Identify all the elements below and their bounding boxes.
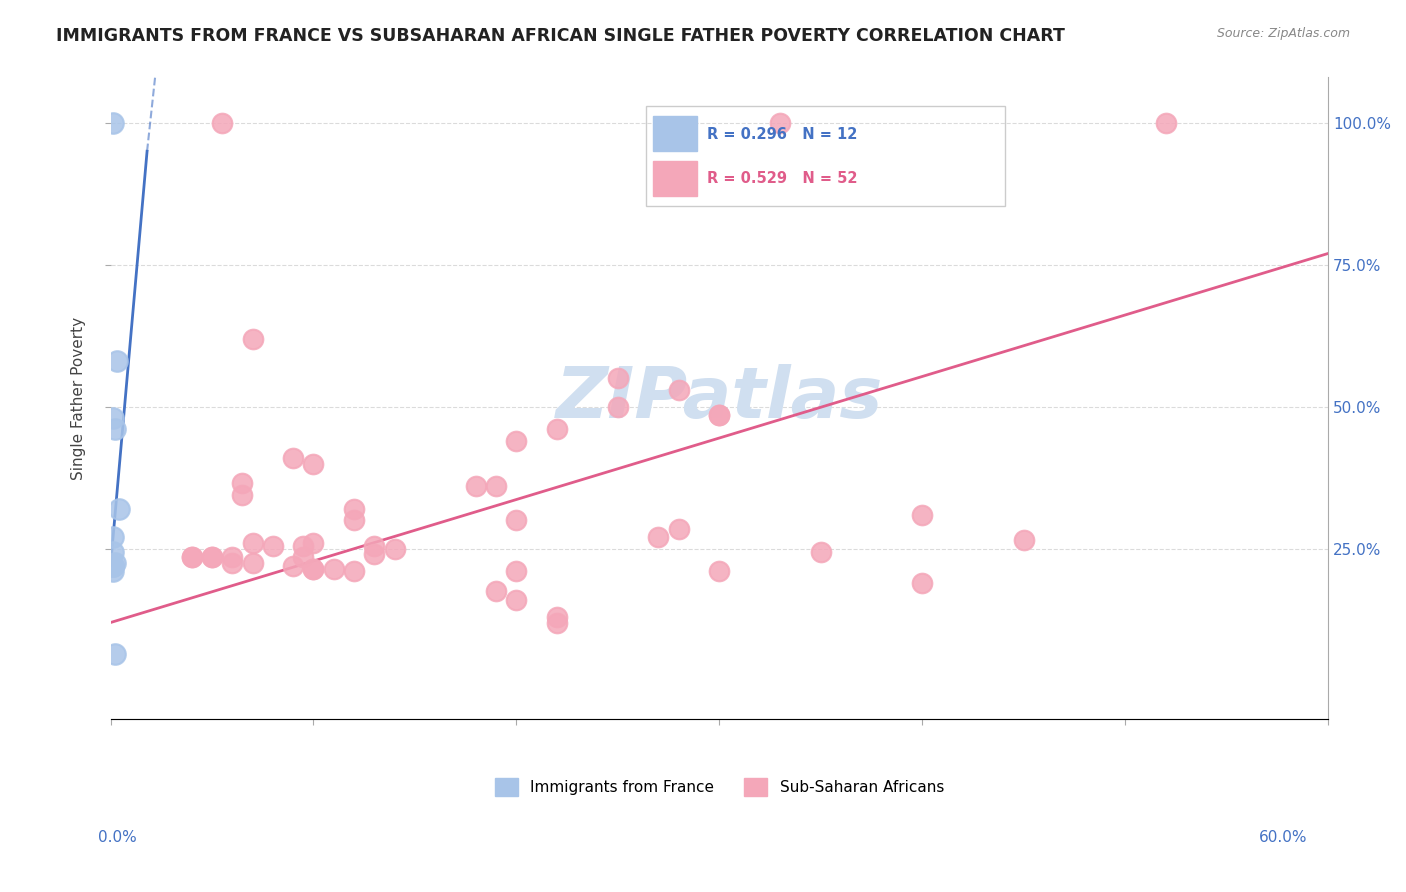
Point [104,556,127,570]
Point [464,479,486,493]
Point [302,561,325,575]
Point [221,550,243,565]
Point [810,544,832,558]
Point [363,539,385,553]
Text: IMMIGRANTS FROM FRANCE VS SUBSAHARAN AFRICAN SINGLE FATHER POVERTY CORRELATION C: IMMIGRANTS FROM FRANCE VS SUBSAHARAN AFR… [56,27,1066,45]
Point [647,530,669,544]
Point [101,411,124,425]
Point [101,565,124,579]
Point [911,575,934,590]
Point [1154,116,1177,130]
Point [231,476,253,491]
Point [104,422,127,436]
Point [242,332,264,346]
Text: Source: ZipAtlas.com: Source: ZipAtlas.com [1216,27,1350,40]
Text: 0.0%: 0.0% [98,830,138,845]
Point [546,615,568,630]
Point [546,610,568,624]
Point [505,434,527,448]
Point [211,116,233,130]
Point [485,584,508,599]
Point [302,561,325,575]
Point [180,550,202,565]
Point [101,530,124,544]
Point [101,558,124,573]
Text: 60.0%: 60.0% [1260,830,1308,845]
Point [101,544,124,558]
Point [363,548,385,562]
Point [104,647,127,661]
Point [709,409,731,423]
Point [201,550,224,565]
Point [384,541,406,556]
Point [709,409,731,423]
Point [242,536,264,550]
Point [505,592,527,607]
Point [1012,533,1035,548]
Point [505,513,527,527]
Point [302,536,325,550]
Point [606,400,628,414]
Text: ZIPatlas: ZIPatlas [555,364,883,433]
Point [668,383,690,397]
Point [283,450,305,465]
Point [180,550,202,565]
Point [283,558,305,573]
Point [101,558,124,573]
Point [606,371,628,385]
Point [505,565,527,579]
Point [546,422,568,436]
Point [343,502,366,516]
Point [769,116,792,130]
Point [101,116,124,130]
Point [668,522,690,536]
Point [262,539,284,553]
Point [343,513,366,527]
Point [201,550,224,565]
Point [302,457,325,471]
Point [242,556,264,570]
Point [231,488,253,502]
Point [322,561,344,575]
Point [292,550,315,565]
Legend: Immigrants from France, Sub-Saharan Africans: Immigrants from France, Sub-Saharan Afri… [489,772,950,803]
Point [911,508,934,522]
Point [107,502,129,516]
Point [221,556,243,570]
Point [485,479,508,493]
Point [105,354,128,368]
Point [292,539,315,553]
Y-axis label: Single Father Poverty: Single Father Poverty [72,317,86,480]
Point [343,565,366,579]
Point [709,565,731,579]
